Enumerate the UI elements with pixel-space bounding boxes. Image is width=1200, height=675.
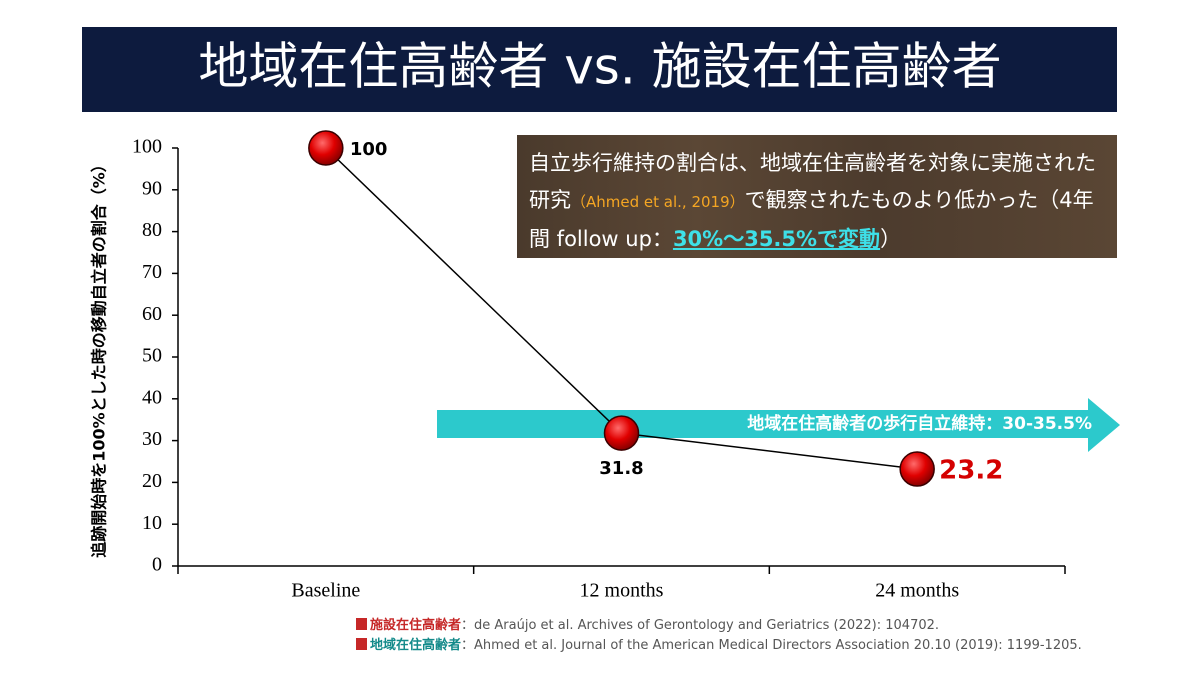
y-tick-label: 70: [142, 261, 162, 283]
reference-text: ：de Araújo et al. Archives of Gerontolog…: [461, 618, 940, 633]
x-tick-label: 24 months: [875, 580, 959, 602]
y-tick-label: 30: [142, 428, 162, 450]
note-text: ）: [880, 227, 902, 251]
y-axis-label: 追跡開始時を100%とした時の移動自立者の割合（%）: [90, 156, 109, 557]
title-bar: [82, 27, 1117, 112]
data-label: 23.2: [939, 456, 1003, 486]
reference-label: 地域在住高齢者: [370, 638, 462, 653]
y-tick-label: 0: [152, 554, 162, 576]
data-label: 31.8: [599, 458, 643, 479]
x-tick-label: 12 months: [580, 580, 664, 602]
title: 地域在住高齢者 vs. 施設在住高齢者: [198, 38, 1001, 96]
note-highlight: 30%〜35.5%で変動: [672, 227, 881, 251]
y-tick-label: 80: [142, 219, 162, 241]
y-tick-label: 20: [142, 470, 162, 492]
reference: 地域在住高齢者：Ahmed et al. Journal of the Amer…: [356, 636, 1082, 656]
note-cite: （Ahmed et al., 2019）: [571, 193, 745, 211]
marker: [899, 451, 935, 487]
y-tick-label: 50: [142, 345, 162, 367]
note-text: で観察されたものより低かった（4年間 follow up：: [529, 188, 1094, 251]
arrow-label: 地域在住高齢者の歩行自立維持：30-35.5%: [747, 413, 1092, 434]
y-tick-label: 90: [142, 177, 162, 199]
arrow: [437, 398, 1120, 452]
note-text: 自立歩行維持の割合は、地域在住高齢者を対象に実施された研究: [529, 151, 1096, 212]
marker: [603, 415, 640, 451]
y-tick-label: 10: [142, 512, 162, 534]
marker: [308, 130, 344, 166]
x-tick-label: Baseline: [291, 580, 360, 602]
note-box: 自立歩行維持の割合は、地域在住高齢者を対象に実施された研究（Ahmed et a…: [517, 135, 1117, 258]
y-tick-label: 100: [132, 136, 162, 158]
y-tick-label: 60: [142, 303, 162, 325]
reference-text: ：Ahmed et al. Journal of the American Me…: [461, 638, 1082, 653]
reference: 施設在住高齢者：de Araújo et al. Archives of Ger…: [356, 616, 1082, 636]
reference-label: 施設在住高齢者: [370, 618, 462, 633]
references: 施設在住高齢者：de Araújo et al. Archives of Ger…: [356, 616, 1082, 656]
y-tick-label: 40: [142, 386, 162, 408]
data-label: 100: [350, 139, 388, 160]
